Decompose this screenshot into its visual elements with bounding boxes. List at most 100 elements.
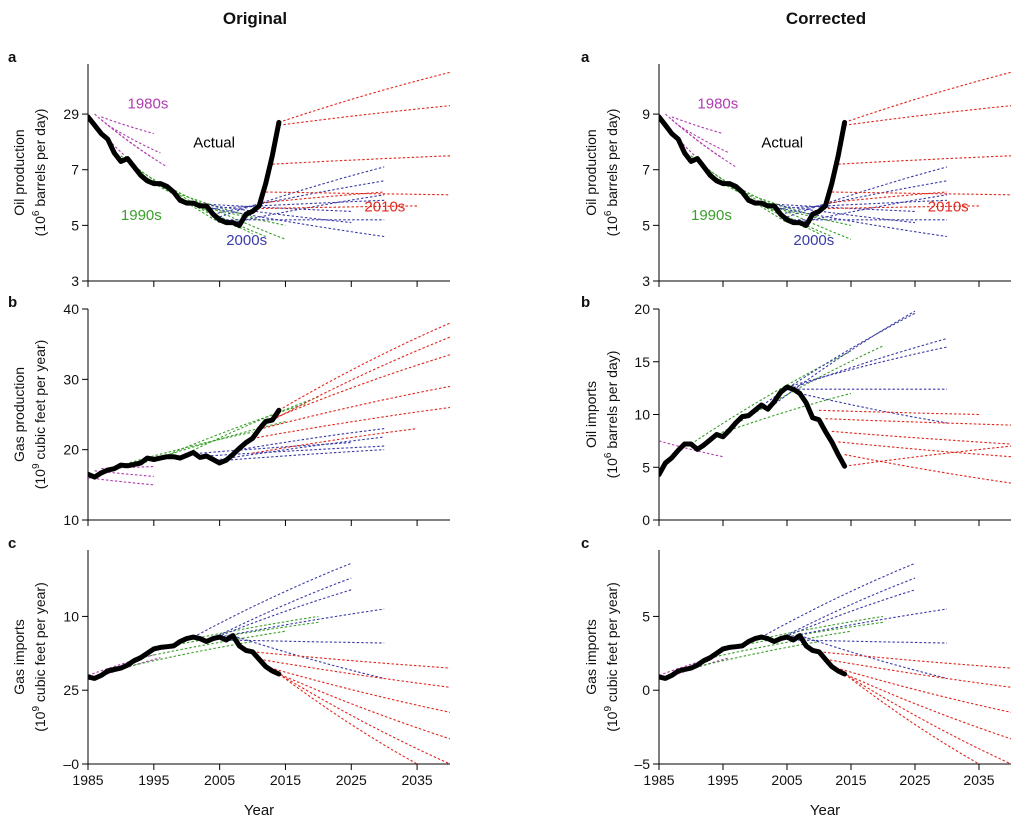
plot-area: [659, 71, 1011, 240]
actual-series-line: [659, 114, 848, 228]
x-tick-label: 2035: [402, 772, 433, 788]
projection-line-2000s: [226, 639, 385, 644]
projection-line-1980s: [671, 116, 724, 135]
y-tick-label: 5: [642, 217, 650, 233]
projection-line-2010s: [258, 385, 450, 430]
projection-line-2010s: [838, 155, 1011, 165]
ylabel-part: (10: [604, 711, 620, 731]
annotation-1980s: 1980s: [127, 96, 168, 113]
y-tick-label: –0: [63, 756, 79, 772]
annotation-actual: Actual: [193, 134, 235, 151]
projection-line-1990s: [120, 155, 220, 224]
annotation-2010s: 2010s: [928, 198, 969, 215]
projection-line-2010s: [844, 71, 1011, 123]
projection-line-2000s: [780, 337, 948, 393]
x-axis-label: Year: [810, 802, 840, 819]
y-tick-label: 0: [642, 512, 650, 528]
projection-line-2010s: [265, 191, 450, 196]
projection-line-2000s: [239, 428, 385, 451]
y-tick-label: 5: [642, 459, 650, 475]
projection-line-2010s: [818, 651, 1011, 669]
projection-line-2010s: [252, 651, 450, 669]
panel-letter: a: [8, 49, 17, 66]
x-tick-label: 2025: [899, 772, 930, 788]
column-title-original: Original: [223, 9, 287, 28]
projection-line-2000s: [212, 180, 385, 215]
annotation-1990s: 1990s: [691, 207, 732, 224]
chart-corr-c: c –5 0 5 1985 1995 2005 2015 2025 2035 Year Gas imp…: [581, 535, 1011, 819]
projection-line-2000s: [219, 608, 385, 638]
projection-line-1980s: [671, 119, 737, 168]
projection-line-1990s: [710, 630, 852, 659]
x-tick-label: 1985: [72, 772, 103, 788]
y-tick-label: 20: [634, 301, 650, 317]
projection-line-2000s: [774, 199, 948, 210]
actual-series-line: [659, 384, 848, 478]
annotation-2000s: 2000s: [793, 232, 834, 249]
projection-line-2010s: [825, 418, 1011, 426]
projection-line-1980s: [659, 440, 724, 458]
projection-line-2010s: [278, 673, 418, 764]
y-axis-label-line2: (109 cubic feet per year): [31, 582, 48, 732]
projection-line-1980s: [107, 124, 161, 154]
projection-line-2000s: [799, 392, 948, 424]
projection-line-2010s: [278, 71, 450, 123]
y-tick-label: 5: [71, 217, 79, 233]
projection-line-2010s: [838, 441, 1011, 458]
projection-line-2010s: [844, 445, 1011, 467]
ylabel-part: (10: [32, 469, 48, 489]
y-axis-label-line1: Oil production: [11, 129, 27, 215]
projection-line-2010s: [272, 336, 450, 421]
ylabel-superscript: 9: [31, 463, 42, 469]
x-tick-label: 2005: [771, 772, 802, 788]
projection-line-2010s: [272, 155, 450, 165]
x-tick-label: 1985: [643, 772, 674, 788]
projection-line-2000s: [219, 436, 385, 461]
y-tick-label: –5: [634, 756, 650, 772]
actual-series-line: [88, 114, 282, 228]
ylabel-part: (10: [32, 216, 48, 236]
ylabel-part: cubic feet per year): [604, 582, 620, 706]
projection-line-2000s: [193, 562, 352, 638]
x-tick-label: 2015: [835, 772, 866, 788]
projection-line-2010s: [831, 666, 1011, 713]
projection-line-2010s: [825, 191, 948, 204]
projection-line-1990s: [153, 183, 266, 238]
ylabel-part: (10: [32, 711, 48, 731]
y-axis-label-line1: Gas production: [11, 367, 27, 462]
y-axis-label-line2: (106 barrels per day): [603, 351, 620, 479]
projection-line-2000s: [206, 577, 352, 642]
y-tick-label: 20: [63, 442, 79, 458]
projection-line-2010s: [844, 105, 1011, 126]
annotation-1990s: 1990s: [121, 207, 162, 224]
projection-line-2000s: [786, 166, 948, 218]
projection-line-1990s: [179, 396, 319, 458]
plot-area: [88, 562, 450, 764]
ylabel-superscript: 9: [603, 706, 614, 712]
projection-line-1990s: [748, 199, 852, 226]
projection-line-2010s: [252, 428, 418, 454]
projection-line-2000s: [199, 442, 352, 454]
projection-line-2010s: [837, 670, 1011, 740]
y-axis-label-line2: (106 barrels per day): [31, 109, 48, 237]
x-tick-label: 2025: [336, 772, 367, 788]
y-tick-label: 29: [63, 106, 79, 122]
projection-line-1980s: [101, 116, 154, 135]
x-tick-label: 1995: [707, 772, 738, 788]
y-axis-label-line1: Oil production: [583, 129, 599, 215]
ylabel-part: (10: [604, 458, 620, 478]
projection-line-1980s: [88, 477, 154, 486]
projection-line-2000s: [786, 608, 948, 638]
y-axis-label-line2: (106 barrels per day): [603, 109, 620, 237]
projection-line-1990s: [748, 615, 884, 643]
plot-area: [88, 322, 450, 486]
x-tick-label: 2015: [270, 772, 301, 788]
y-tick-label: 7: [642, 162, 650, 178]
y-tick-label: 15: [634, 354, 650, 370]
x-tick-label: 2005: [204, 772, 235, 788]
